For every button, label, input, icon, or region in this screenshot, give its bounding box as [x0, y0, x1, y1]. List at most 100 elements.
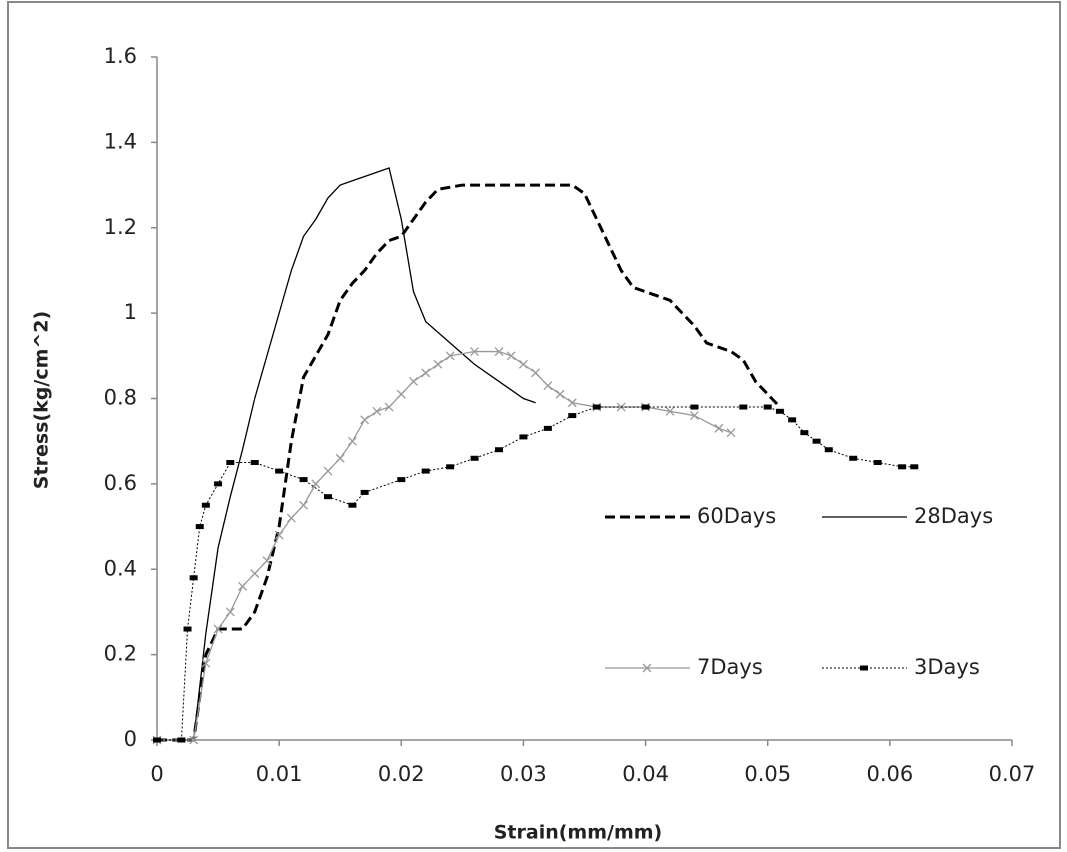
x-tick-label: 0.04 [622, 762, 669, 786]
marker [714, 423, 724, 433]
marker [567, 398, 577, 408]
marker [739, 404, 748, 410]
marker [213, 624, 223, 634]
marker [470, 455, 479, 461]
marker [690, 404, 699, 410]
marker [250, 460, 259, 466]
marker [824, 447, 833, 453]
marker [409, 376, 418, 386]
legend-label: 60Days [697, 504, 776, 528]
marker [225, 607, 235, 617]
marker [384, 402, 394, 412]
marker [177, 737, 186, 743]
marker [360, 489, 369, 495]
series-line [157, 406, 915, 741]
y-tick-label: 0 [124, 727, 137, 751]
marker [641, 404, 650, 410]
legend-label: 28Days [914, 504, 993, 528]
marker [494, 347, 504, 357]
marker [311, 479, 321, 489]
y-tick-label: 0.6 [104, 471, 137, 495]
marker [299, 477, 308, 483]
marker [421, 468, 430, 474]
marker [592, 404, 601, 410]
marker [201, 658, 211, 668]
marker [689, 411, 699, 421]
marker [665, 406, 675, 416]
marker [189, 735, 199, 745]
marker [531, 368, 541, 378]
marker [153, 737, 161, 743]
y-tick-label: 1.6 [104, 44, 137, 68]
marker [396, 389, 406, 399]
marker [775, 408, 784, 414]
marker [347, 436, 357, 446]
marker [201, 502, 210, 508]
marker [286, 513, 296, 523]
x-tick-label: 0 [150, 762, 163, 786]
x-tick-label: 0.01 [256, 762, 303, 786]
y-tick-label: 1.4 [104, 129, 137, 153]
marker [543, 425, 552, 431]
y-tick-label: 0.8 [104, 386, 137, 410]
marker [214, 481, 223, 487]
marker [189, 575, 198, 581]
x-tick-label: 0.02 [378, 762, 425, 786]
x-tick-label: 0.05 [744, 762, 791, 786]
marker [763, 404, 772, 410]
x-tick-label: 0.06 [866, 762, 913, 786]
marker [860, 665, 868, 671]
x-axis-title: Strain(mm/mm) [494, 822, 663, 844]
legend-label: 3Days [914, 655, 980, 679]
marker [195, 524, 204, 530]
marker [568, 413, 577, 419]
y-tick-label: 1 [124, 300, 137, 324]
marker [335, 453, 345, 463]
frame [7, 1, 1061, 849]
marker [323, 466, 333, 476]
y-tick-label: 0.4 [104, 556, 137, 580]
marker [849, 455, 858, 461]
marker [238, 581, 247, 591]
marker [421, 368, 431, 378]
marker [446, 464, 455, 470]
marker [506, 351, 516, 361]
marker [519, 434, 528, 440]
marker [372, 406, 382, 416]
marker [183, 626, 192, 632]
y-axis-title: Stress(kg/cm^2) [31, 311, 53, 489]
marker [812, 438, 821, 444]
marker [910, 464, 919, 470]
marker [360, 415, 370, 425]
legend-label: 7Days [697, 655, 763, 679]
marker [274, 530, 284, 540]
series-line [157, 167, 536, 741]
marker [495, 447, 503, 453]
marker [543, 381, 553, 391]
marker [898, 464, 907, 470]
marker [642, 663, 652, 673]
marker [800, 430, 809, 436]
marker [470, 347, 480, 357]
marker [433, 359, 443, 369]
marker [873, 460, 882, 466]
marker [226, 460, 235, 466]
y-tick-label: 1.2 [104, 215, 137, 239]
marker [299, 500, 309, 510]
marker [518, 359, 528, 369]
series-line [157, 350, 732, 741]
marker [324, 494, 332, 500]
marker [348, 502, 357, 508]
marker [262, 556, 272, 566]
marker [250, 569, 260, 578]
marker [397, 477, 406, 483]
marker [445, 351, 455, 361]
marker [726, 428, 736, 438]
marker [555, 389, 565, 399]
y-tick-label: 0.2 [104, 642, 137, 666]
marker [275, 468, 284, 474]
marker [788, 417, 797, 423]
x-tick-label: 0.03 [500, 762, 547, 786]
x-tick-label: 0.07 [989, 762, 1036, 786]
